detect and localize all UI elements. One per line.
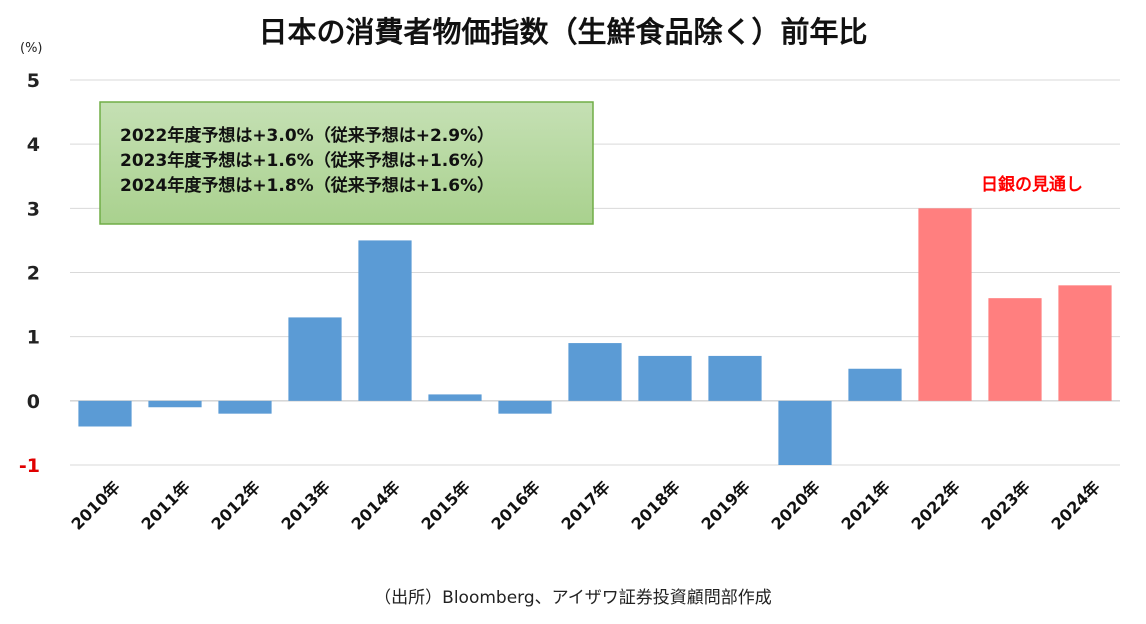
bar-2024年: [1058, 285, 1112, 401]
bar-2023年: [988, 298, 1042, 401]
note-line-2022: 2022年度予想は+3.0%（従来予想は+2.9%）: [120, 125, 494, 146]
y-tick-label: 0: [27, 391, 40, 413]
bar-2021年: [848, 368, 902, 401]
bar-2020年: [778, 400, 832, 465]
x-tick-label: 2012年: [208, 477, 264, 533]
forecast-label: 日銀の見通し: [981, 174, 1083, 195]
x-tick-label: 2010年: [68, 477, 124, 533]
y-unit-label: (%): [20, 41, 43, 56]
y-tick-label: 1: [27, 327, 40, 349]
y-tick-label: 3: [27, 198, 40, 220]
source-note: （出所）Bloomberg、アイザワ証券投資顧問部作成: [374, 588, 772, 608]
x-tick-label: 2014年: [348, 477, 404, 533]
x-tick-label: 2020年: [768, 477, 824, 533]
forecast-note-box: 2022年度予想は+3.0%（従来予想は+2.9%） 2023年度予想は+1.6…: [99, 101, 594, 225]
bar-2013年: [288, 317, 342, 401]
y-tick-label: 2: [27, 263, 40, 285]
note-background: [99, 101, 594, 225]
x-tick-label: 2019年: [698, 477, 754, 533]
x-tick-label: 2013年: [278, 477, 334, 533]
y-tick-label: -1: [19, 455, 40, 477]
bar-2015年: [428, 394, 482, 401]
x-tick-label: 2015年: [418, 477, 474, 533]
bar-2018年: [638, 355, 692, 401]
bar-2022年: [918, 208, 972, 401]
y-tick-label: 4: [27, 134, 40, 156]
x-tick-label: 2024年: [1048, 477, 1104, 533]
note-line-2024: 2024年度予想は+1.8%（従来予想は+1.6%）: [120, 175, 494, 196]
x-tick-label: 2022年: [908, 477, 964, 533]
bar-2016年: [498, 400, 552, 414]
x-tick-labels: 2010年 2011年 2012年 2013年 2014年 2015年 2016年 2017年…: [68, 477, 1104, 533]
bar-2011年: [148, 400, 202, 408]
x-tick-label: 2017年: [558, 477, 614, 533]
bar-2017年: [568, 343, 622, 401]
x-tick-label: 2016年: [488, 477, 544, 533]
chart-title: 日本の消費者物価指数（生鮮食品除く）前年比: [258, 15, 867, 49]
bar-2014年: [358, 240, 412, 401]
y-tick-labels: -1 0 1 2 3 4 5: [19, 70, 40, 477]
bar-2010年: [78, 400, 132, 427]
note-line-2023: 2023年度予想は+1.6%（従来予想は+1.6%）: [120, 150, 494, 171]
x-tick-label: 2011年: [138, 477, 194, 533]
x-tick-label: 2021年: [838, 477, 894, 533]
x-tick-label: 2023年: [978, 477, 1034, 533]
bars: [78, 208, 1112, 465]
y-tick-label: 5: [27, 70, 40, 92]
x-tick-label: 2018年: [628, 477, 684, 533]
bar-2019年: [708, 355, 762, 401]
bar-2012年: [218, 400, 272, 414]
